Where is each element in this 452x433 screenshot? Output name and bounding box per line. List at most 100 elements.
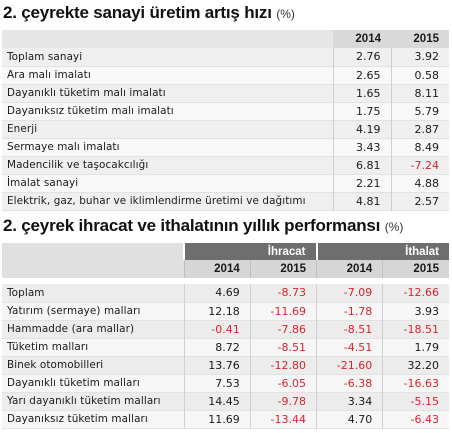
table2-cell: 3.93: [382, 302, 449, 320]
group-import: İthalat: [315, 243, 449, 260]
table1-cell: 8.49: [390, 138, 449, 156]
table2-cell: -8.51: [315, 320, 383, 338]
table-row: Hammadde (ara mallar) -0.41 -7.86 -8.51 -18.…: [2, 320, 449, 338]
table1-cell: 5.79: [390, 102, 449, 120]
table2-spacer: [2, 278, 449, 284]
table2-cell: -13.44: [249, 410, 317, 428]
table2-cell: -18.51: [382, 320, 449, 338]
table-row: Yarı dayanıklı tüketim malları 14.45 -9.78…: [2, 392, 449, 410]
table2-cell: -8.73: [249, 284, 317, 302]
table2-cell: -0.41: [183, 320, 251, 338]
table2-cell: -4.51: [315, 338, 383, 356]
table1-cell: 8.11: [390, 84, 449, 102]
table2-cell: 11.69: [183, 410, 251, 428]
table1-cell: 4.81: [332, 192, 391, 210]
export-col-2014: 2014: [183, 260, 251, 278]
table2-row-label: Dayanıksız tüketim malları: [2, 410, 184, 428]
table2-cell: 8.72: [183, 338, 251, 356]
table2-cell: -11.69: [249, 302, 317, 320]
table-row: Sermaye malı imalatı 3.43 8.49: [2, 138, 449, 156]
table1-col-2015: 2015: [391, 30, 449, 48]
table1-cell: 3.92: [390, 48, 449, 66]
table2-cell: 3.34: [315, 392, 383, 410]
table2-year-row: 2014 2015 2014 2015: [2, 260, 449, 278]
table2-title-text: 2. çeyrek ihracat ve ithalatının yıllık …: [3, 216, 381, 235]
table-row: Enerji 4.19 2.87: [2, 120, 449, 138]
table1-row-label: Madencilik ve taşocakcılığı: [7, 159, 149, 171]
table1-cell: 1.65: [332, 84, 391, 102]
import-col-2015: 2015: [382, 260, 449, 278]
table1-cell: 2.21: [332, 174, 391, 192]
table1-row-label: İmalat sanayi: [7, 177, 79, 189]
table2-cell: 7.53: [183, 374, 251, 392]
table1-cell: 2.76: [332, 48, 391, 66]
table1-unit: (%): [276, 7, 295, 21]
table2-year-blank: [2, 260, 184, 278]
table1-row-label: Elektrik, gaz, buhar ve iklimlendirme ür…: [7, 195, 306, 207]
table-row: Ara malı imalatı 2.65 0.58: [2, 66, 449, 84]
table1-cell: 4.88: [390, 174, 449, 192]
table2-unit: (%): [384, 220, 404, 234]
table2-cell: -8.51: [249, 338, 317, 356]
table2-cell: 14.45: [183, 392, 251, 410]
table2-cell: -9.78: [249, 392, 317, 410]
table-row: İmalat sanayi 2.21 4.88: [2, 174, 449, 192]
table2-row-label: Hammadde (ara mallar): [2, 320, 184, 338]
table2-cell: -5.15: [382, 392, 449, 410]
table-row: Elektrik, gaz, buhar ve iklimlendirme ür…: [2, 192, 449, 210]
table2-cell: 1.79: [382, 338, 449, 356]
table-row: Dayanıklı tüketim malı imalatı 1.65 8.11: [2, 84, 449, 102]
table2-group-blank: [2, 243, 184, 260]
table2-row-label: Toplam: [2, 284, 184, 302]
table1-title: 2. çeyrekte sanayi üretim artış hızı (%): [3, 3, 295, 23]
table-row: Madencilik ve taşocakcılığı 6.81 -7.24: [2, 156, 449, 174]
table1-cell: -7.24: [390, 156, 449, 174]
table2-cell: -12.66: [382, 284, 449, 302]
table2-row-label: Dayanıklı tüketim malları: [2, 374, 184, 392]
industrial-production-table: 2014 2015 Toplam sanayi 2.76 3.92 Ara malı …: [2, 30, 449, 211]
table2-cell: 4.69: [183, 284, 251, 302]
table1-row-label: Ara malı imalatı: [7, 69, 91, 81]
table2-cell: -12.80: [249, 356, 317, 374]
table2-cell: -6.38: [315, 374, 383, 392]
table2-title: 2. çeyrek ihracat ve ithalatının yıllık …: [3, 216, 403, 236]
table2-cell: 32.20: [382, 356, 449, 374]
table-row: Dayanıksız tüketim malı imalatı 1.75 5.79: [2, 102, 449, 120]
table-row: Dayanıksız tüketim malları 11.69 -13.44 4.7…: [2, 410, 449, 428]
table2-row-label: Tüketim malları: [2, 338, 184, 356]
table1-cell: 0.58: [390, 66, 449, 84]
table1-row-label: Sermaye malı imalatı: [7, 141, 120, 153]
table1-cell: 4.19: [332, 120, 391, 138]
table1-title-text: 2. çeyrekte sanayi üretim artış hızı: [3, 3, 272, 22]
table1-cell: 1.75: [332, 102, 391, 120]
export-col-2015: 2015: [249, 260, 317, 278]
table-row: Toplam sanayi 2.76 3.92: [2, 48, 449, 66]
table1-header-blank: [2, 30, 333, 48]
trade-performance-table: İhracat İthalat 2014 2015 2014 2015 Topl…: [2, 243, 449, 429]
table-row: Dayanıklı tüketim malları 7.53 -6.05 -6.38-…: [2, 374, 449, 392]
table1-row-label: Enerji: [7, 123, 38, 135]
table2-cell: -6.05: [249, 374, 317, 392]
table2-row-label: Binek otomobilleri: [2, 356, 184, 374]
table2-cell: 4.70: [315, 410, 383, 428]
table2-row-label: Yarı dayanıklı tüketim malları: [2, 392, 184, 410]
table2-cell: 13.76: [183, 356, 251, 374]
table2-cell: -7.09: [315, 284, 383, 302]
table2-cell: -1.78: [315, 302, 383, 320]
table2-group-row: İhracat İthalat: [2, 243, 449, 260]
table2-cell: -16.63: [382, 374, 449, 392]
table1-cell: 2.65: [332, 66, 391, 84]
group-export: İhracat: [183, 243, 317, 260]
table-row: Toplam 4.69 -8.73 -7.09 -12.66: [2, 284, 449, 302]
table2-cell: 12.18: [183, 302, 251, 320]
table1-row-label: Dayanıksız tüketim malı imalatı: [7, 105, 174, 117]
table1-cell: 2.57: [390, 192, 449, 210]
table1-cell: 2.87: [390, 120, 449, 138]
table1-row-label: Dayanıklı tüketim malı imalatı: [7, 87, 166, 99]
table2-cell: -6.43: [382, 410, 449, 428]
table2-cell: -21.60: [315, 356, 383, 374]
table-row: Binek otomobilleri 13.76 -12.80 -21.60 32.20: [2, 356, 449, 374]
table2-row-label: Yatırım (sermaye) malları: [2, 302, 184, 320]
import-col-2014: 2014: [315, 260, 383, 278]
table-row: Tüketim malları 8.72 -8.51 -4.51 1.79: [2, 338, 449, 356]
